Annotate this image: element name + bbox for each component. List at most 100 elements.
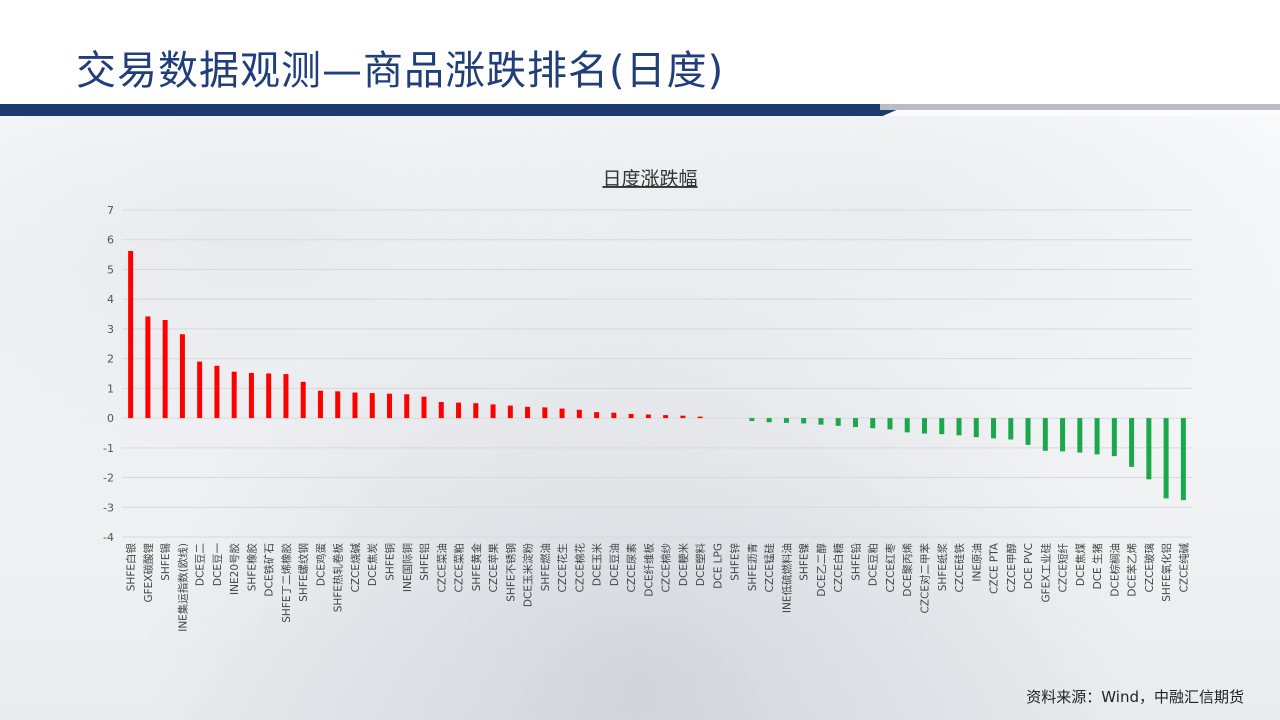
x-category-label: CZCE棉纱 bbox=[660, 543, 673, 593]
bar bbox=[939, 418, 945, 435]
x-category-label: INE集运指数(欧线) bbox=[176, 543, 189, 632]
bar bbox=[697, 416, 703, 419]
y-tick-label: 2 bbox=[107, 353, 114, 366]
x-category-label: DCE焦炭 bbox=[366, 543, 379, 587]
x-category-label: DCE苯乙烯 bbox=[1126, 543, 1139, 597]
x-category-label: SHFE铝 bbox=[418, 543, 431, 581]
x-category-label: CZCE菜油 bbox=[435, 543, 448, 593]
x-category-label: DCE玉米淀粉 bbox=[522, 543, 535, 608]
x-category-label: SHFE丁二烯橡胶 bbox=[280, 543, 293, 623]
x-category-label: INE原油 bbox=[970, 543, 983, 582]
source-note: 资料来源：Wind，中融汇信期货 bbox=[1026, 688, 1244, 706]
x-category-label: SHFE燃油 bbox=[539, 543, 552, 591]
x-category-label: CZCE烧碱 bbox=[349, 543, 362, 593]
x-category-label: DCE纤维板 bbox=[642, 543, 655, 597]
x-category-label: DCE铁矿石 bbox=[263, 543, 276, 597]
x-category-label: GFEX工业硅 bbox=[1039, 543, 1052, 603]
x-axis-labels: SHFE白银 GFEX碳酸锂 SHFE锡 INE集运指数(欧线) DCE豆二 DCE豆一 I… bbox=[125, 542, 1191, 632]
bar bbox=[162, 319, 168, 419]
bar bbox=[1008, 418, 1014, 440]
bar bbox=[369, 393, 375, 419]
x-category-label: SHFE铜 bbox=[385, 543, 397, 581]
y-axis-ticks: 7 6 5 4 3 2 1 0 -1 -2 -3 -4 bbox=[103, 204, 114, 544]
x-category-label: SHFE镍 bbox=[798, 543, 811, 581]
x-category-label: CZCE棉花 bbox=[573, 543, 586, 593]
bar bbox=[1025, 418, 1031, 445]
bar bbox=[507, 405, 513, 419]
bar bbox=[145, 316, 151, 419]
bar bbox=[956, 418, 962, 436]
x-category-label: SHFE锌 bbox=[729, 543, 742, 581]
x-category-label: SHFE氧化铝 bbox=[1160, 543, 1173, 602]
x-category-label: DCE塑料 bbox=[694, 543, 707, 587]
x-category-label: SHFE白银 bbox=[125, 543, 138, 592]
x-category-label: DCE鸡蛋 bbox=[314, 543, 327, 587]
bar bbox=[904, 418, 910, 433]
x-category-label: CZCE花生 bbox=[556, 543, 569, 593]
title-underline-gray bbox=[880, 104, 1280, 110]
y-tick-label: -3 bbox=[103, 501, 114, 514]
y-tick-label: 0 bbox=[107, 412, 114, 425]
x-category-label: DCE 生猪 bbox=[1091, 543, 1104, 590]
bar bbox=[818, 418, 824, 425]
bar bbox=[1060, 418, 1066, 452]
bar bbox=[1094, 418, 1100, 455]
y-tick-label: 6 bbox=[107, 234, 114, 247]
bar bbox=[456, 402, 462, 419]
bar bbox=[266, 373, 272, 419]
bar bbox=[317, 390, 323, 419]
x-category-label: CZCE硅铁 bbox=[953, 543, 966, 593]
bar bbox=[835, 418, 841, 426]
x-category-label: DCE豆粕 bbox=[867, 543, 880, 586]
x-category-label: SHFE纸浆 bbox=[936, 543, 949, 592]
y-tick-label: 5 bbox=[107, 263, 114, 276]
y-tick-label: 4 bbox=[107, 293, 114, 306]
bar bbox=[628, 413, 634, 419]
x-category-label: INE国际铜 bbox=[402, 543, 414, 592]
bar bbox=[300, 381, 306, 419]
x-category-label: DCE豆一 bbox=[212, 543, 224, 587]
x-category-label: CZCE苹果 bbox=[487, 543, 500, 593]
bars bbox=[128, 251, 1186, 501]
bar bbox=[870, 418, 876, 429]
x-category-label: DCE聚丙烯 bbox=[901, 543, 914, 597]
bar bbox=[1146, 418, 1152, 480]
x-category-label: SHFE沥青 bbox=[746, 543, 759, 591]
x-category-label: DCE豆油 bbox=[608, 543, 621, 586]
bar bbox=[801, 418, 807, 424]
x-category-label: INE20号胶 bbox=[228, 543, 241, 595]
bar bbox=[404, 394, 410, 419]
bar bbox=[283, 374, 289, 419]
y-tick-label: 7 bbox=[107, 204, 114, 217]
bar bbox=[179, 334, 185, 419]
x-category-label: CZCE白糖 bbox=[832, 543, 845, 593]
x-category-label: CZCE纯碱 bbox=[1177, 543, 1190, 593]
x-category-label: SHFE不锈钢 bbox=[504, 543, 517, 602]
x-category-label: DCE乙二醇 bbox=[815, 543, 828, 597]
x-category-label: DCE棕榈油 bbox=[1108, 543, 1121, 597]
bar bbox=[680, 415, 686, 419]
x-category-label: SHFE热轧卷板 bbox=[332, 543, 345, 613]
bar bbox=[576, 409, 582, 419]
x-category-label: GFEX碳酸锂 bbox=[142, 543, 155, 603]
x-category-label: SHFE锡 bbox=[159, 543, 172, 581]
x-category-label: INE低硫燃料油 bbox=[780, 543, 793, 613]
bar bbox=[128, 251, 134, 419]
bar bbox=[473, 403, 479, 419]
x-category-label: SHFE黄金 bbox=[470, 543, 483, 592]
x-category-label: CZCE对二甲苯 bbox=[919, 543, 932, 614]
x-category-label: CZCE红枣 bbox=[884, 543, 897, 593]
x-category-label: DCE粳米 bbox=[677, 543, 690, 587]
bar bbox=[231, 371, 237, 419]
bar bbox=[611, 412, 617, 419]
bar bbox=[991, 418, 997, 439]
x-category-label: CZCE短纤 bbox=[1057, 543, 1070, 593]
x-category-label: DCE玉米 bbox=[591, 543, 604, 587]
bar bbox=[248, 372, 254, 419]
x-category-label: CZCE甲醇 bbox=[1005, 543, 1018, 593]
x-category-label: SHFE螺纹钢 bbox=[297, 543, 310, 602]
bar bbox=[749, 418, 755, 422]
bar bbox=[1180, 418, 1186, 501]
y-tick-label: -2 bbox=[103, 472, 114, 485]
x-category-label: DCE PVC bbox=[1023, 543, 1035, 589]
